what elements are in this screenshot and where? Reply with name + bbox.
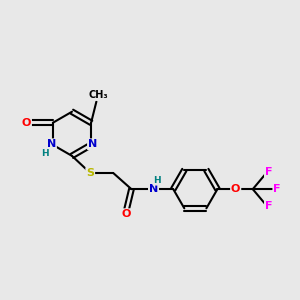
Text: N: N	[88, 139, 97, 149]
Text: F: F	[265, 167, 272, 177]
Text: O: O	[122, 209, 131, 219]
Text: H: H	[153, 176, 161, 185]
Text: CH₃: CH₃	[89, 90, 109, 100]
Text: N: N	[149, 184, 158, 194]
Text: S: S	[86, 168, 94, 178]
Text: O: O	[231, 184, 240, 194]
Text: N: N	[47, 139, 56, 149]
Text: F: F	[265, 201, 272, 211]
Text: H: H	[41, 148, 48, 158]
Text: F: F	[274, 184, 281, 194]
Text: O: O	[22, 118, 31, 128]
